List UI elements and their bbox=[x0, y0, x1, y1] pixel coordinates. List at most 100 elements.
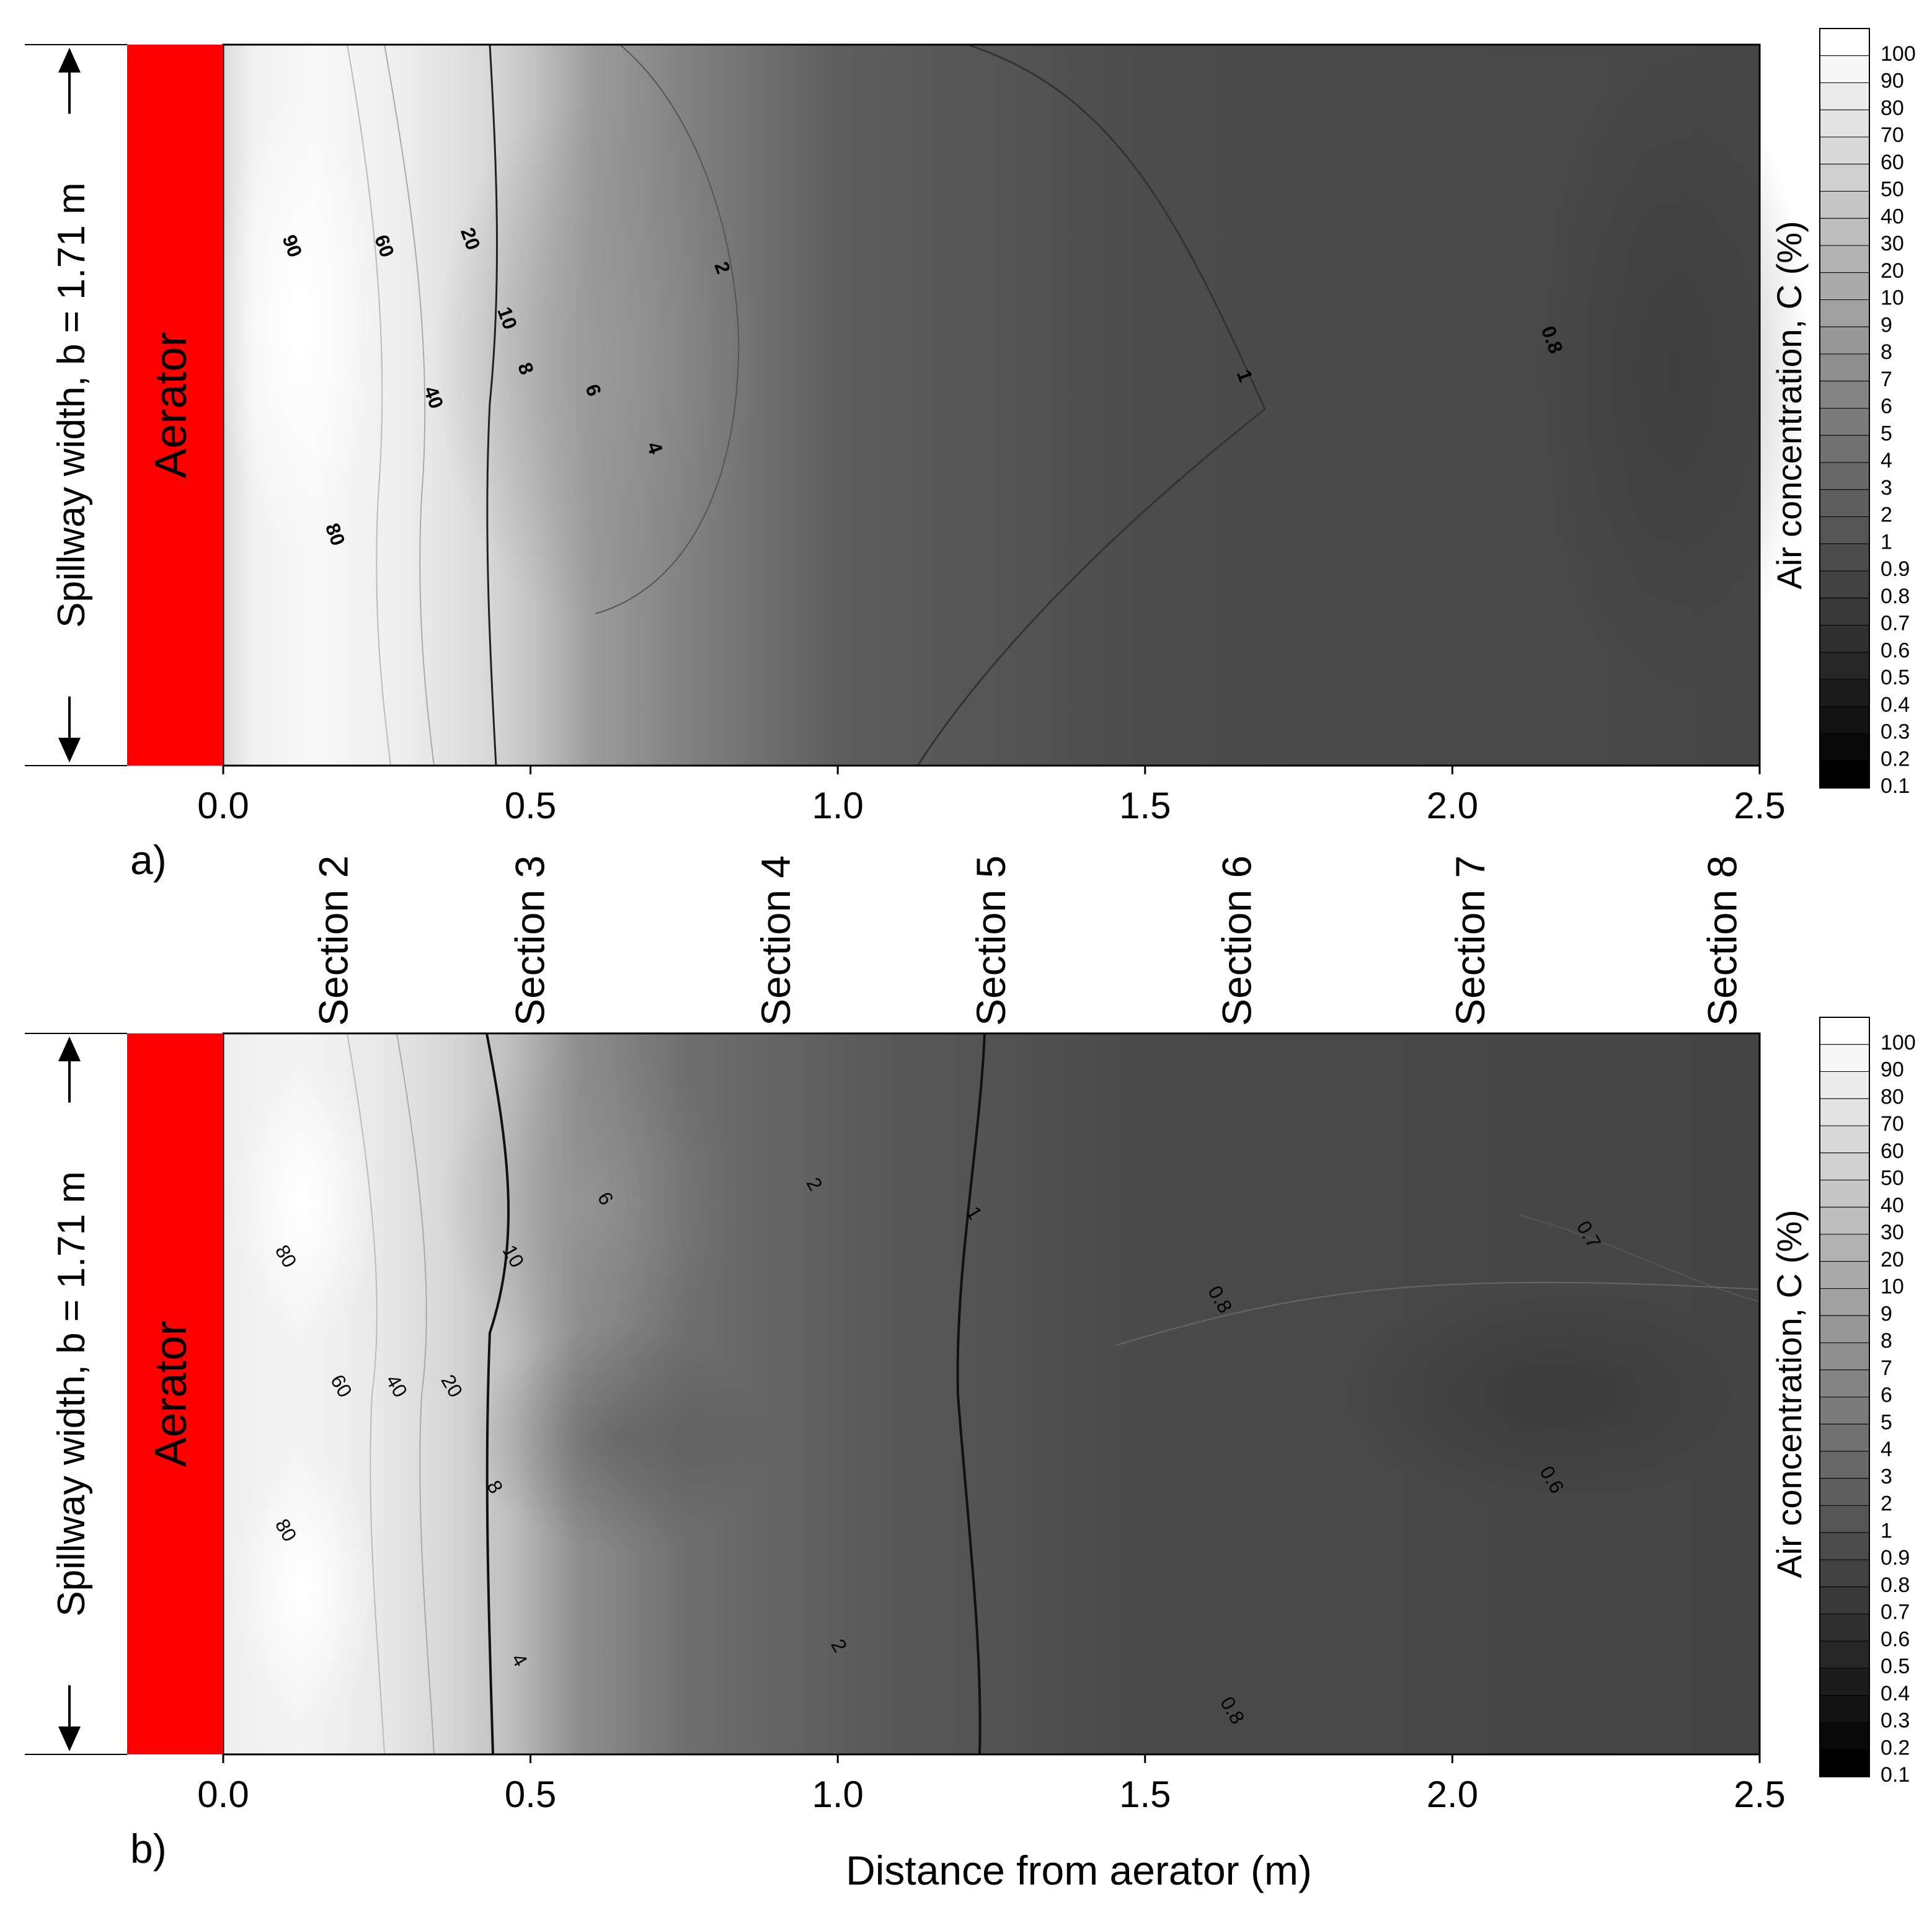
colorbar-level-label: 3 bbox=[1881, 476, 1892, 500]
colorbar-level-label: 2 bbox=[1881, 503, 1892, 527]
x-tick-label: 1.5 bbox=[1119, 1774, 1171, 1815]
colorbar-swatch bbox=[1819, 1044, 1870, 1072]
panel-label: a) bbox=[130, 837, 167, 883]
colorbar-level-label: 100 bbox=[1881, 42, 1916, 66]
colorbar-level-label: 70 bbox=[1881, 123, 1904, 147]
x-tick-label: 0.5 bbox=[505, 785, 556, 826]
colorbar: 100 90 80 70 60 50 40 30 20 10 9 8 7 6 5 4 3 2 1 0.9 0.8 0.7 0… bbox=[1819, 28, 1916, 798]
colorbar-level-label: 100 bbox=[1881, 1031, 1916, 1054]
colorbar-swatch bbox=[1819, 1071, 1870, 1099]
colorbar-swatch bbox=[1819, 1532, 1870, 1560]
width-label-backing bbox=[48, 113, 91, 697]
panel-b-isoline-0.7 bbox=[1518, 1214, 1760, 1302]
colorbar-swatch bbox=[1819, 760, 1870, 789]
colorbar-swatch bbox=[1819, 625, 1870, 653]
arrow-up-icon bbox=[58, 1037, 81, 1061]
colorbar-level-label: 1 bbox=[1881, 1519, 1892, 1542]
section-label: Section 8 bbox=[1699, 856, 1745, 1026]
colorbar-level-label: 0.3 bbox=[1881, 1709, 1910, 1733]
colorbar-level-label: 9 bbox=[1881, 1302, 1892, 1325]
colorbar-level-label: 0.2 bbox=[1881, 1736, 1910, 1759]
colorbar-level-label: 90 bbox=[1881, 69, 1904, 93]
colorbar-swatch bbox=[1819, 381, 1870, 409]
panel-a-isoline-1 bbox=[916, 43, 1266, 766]
colorbar-swatch bbox=[1819, 679, 1870, 707]
panel-a-isoline-2 bbox=[595, 44, 740, 614]
panel-b-isoline-1 bbox=[956, 1033, 986, 1755]
colorbar-level-label: 9 bbox=[1881, 313, 1892, 337]
arrow-up-icon bbox=[58, 48, 81, 73]
colorbar-level-label: 6 bbox=[1881, 395, 1892, 418]
colorbar-swatch bbox=[1819, 1397, 1870, 1425]
colorbar-swatch bbox=[1819, 28, 1870, 56]
aerator-bar bbox=[127, 1033, 223, 1754]
colorbar-level-label: 0.6 bbox=[1881, 1627, 1910, 1651]
colorbar-swatch bbox=[1819, 272, 1870, 300]
colorbar-swatch bbox=[1819, 1695, 1870, 1723]
colorbar-level-label: 50 bbox=[1881, 178, 1904, 201]
colorbar-swatch bbox=[1819, 326, 1870, 355]
colorbar-level-label: 10 bbox=[1881, 286, 1904, 310]
colorbar-level-label: 90 bbox=[1881, 1058, 1904, 1082]
colorbar-swatch bbox=[1819, 218, 1870, 246]
colorbar-swatch bbox=[1819, 55, 1870, 83]
colorbar-level-label: 60 bbox=[1881, 1139, 1904, 1163]
colorbar-border bbox=[1819, 1017, 1870, 1777]
colorbar-swatch bbox=[1819, 706, 1870, 734]
colorbar-level-label: 60 bbox=[1881, 151, 1904, 174]
colorbar-level-label: 70 bbox=[1881, 1112, 1904, 1136]
colorbar-swatch bbox=[1819, 1749, 1870, 1777]
x-tick-label: 2.0 bbox=[1427, 785, 1478, 826]
section-label: Section 5 bbox=[968, 856, 1014, 1026]
colorbar-swatch bbox=[1819, 462, 1870, 490]
colorbar-swatch bbox=[1819, 1668, 1870, 1696]
colorbar-swatch bbox=[1819, 1261, 1870, 1289]
colorbar-swatch bbox=[1819, 435, 1870, 463]
width-label-backing bbox=[48, 1102, 91, 1686]
aerator-label: Aerator bbox=[146, 332, 196, 478]
colorbar-swatch bbox=[1819, 1640, 1870, 1669]
colorbar-swatch bbox=[1819, 136, 1870, 165]
colorbar-swatch bbox=[1819, 1288, 1870, 1316]
colorbar-swatch bbox=[1819, 516, 1870, 544]
colorbar-swatch bbox=[1819, 353, 1870, 382]
colorbar-swatch bbox=[1819, 1342, 1870, 1371]
colorbar-swatch bbox=[1819, 489, 1870, 517]
colorbar-swatch bbox=[1819, 1206, 1870, 1235]
colorbar-level-label: 2 bbox=[1881, 1492, 1892, 1516]
x-tick-label: 1.5 bbox=[1119, 785, 1171, 826]
colorbar-level-label: 50 bbox=[1881, 1167, 1904, 1190]
colorbar-level-label: 0.6 bbox=[1881, 639, 1910, 662]
x-tick-label: 1.0 bbox=[812, 1774, 863, 1815]
colorbar-level-label: 0.5 bbox=[1881, 666, 1910, 689]
colorbar-level-label: 7 bbox=[1881, 1356, 1892, 1380]
colorbar-level-label: 10 bbox=[1881, 1275, 1904, 1299]
panel-b-dark-pocket bbox=[465, 1327, 775, 1550]
colorbar-swatch bbox=[1819, 82, 1870, 110]
panel-a-bump bbox=[434, 99, 756, 620]
colorbar-swatch bbox=[1819, 1505, 1870, 1533]
colorbar-level-label: 0.3 bbox=[1881, 720, 1910, 744]
colorbar-swatch bbox=[1819, 1559, 1870, 1588]
panel-a-dark-region bbox=[1538, 50, 1810, 694]
colorbar-level-label: 0.4 bbox=[1881, 1682, 1910, 1705]
colorbar-swatch bbox=[1819, 109, 1870, 138]
x-tick-label: 1.0 bbox=[812, 785, 863, 826]
colorbar-level-label: 20 bbox=[1881, 259, 1904, 283]
colorbar: 100 90 80 70 60 50 40 30 20 10 9 8 7 6 5 4 3 2 1 0.9 0.8 0.7 0… bbox=[1819, 1017, 1916, 1787]
colorbar-level-label: 40 bbox=[1881, 205, 1904, 228]
panel-b-isoline-0.8 bbox=[1115, 1281, 1760, 1346]
colorbar-level-label: 8 bbox=[1881, 1329, 1892, 1353]
section-label: Section 6 bbox=[1213, 856, 1259, 1026]
colorbar-level-label: 0.9 bbox=[1881, 1546, 1910, 1570]
panel-b-hotspot-lower bbox=[229, 1444, 378, 1730]
colorbar-title: Air concentration, C (%) bbox=[1770, 1209, 1809, 1578]
colorbar-title: Air concentration, C (%) bbox=[1770, 221, 1809, 589]
colorbar-level-label: 1 bbox=[1881, 530, 1892, 554]
panel-a-isoline-10 bbox=[486, 44, 499, 766]
x-tick-label: 2.5 bbox=[1734, 1774, 1785, 1815]
colorbar-swatch bbox=[1819, 652, 1870, 680]
section-label: Section 7 bbox=[1447, 856, 1493, 1026]
colorbar-level-label: 40 bbox=[1881, 1193, 1904, 1217]
